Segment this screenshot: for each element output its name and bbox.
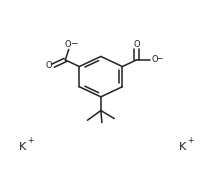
Text: O: O bbox=[151, 55, 158, 64]
Text: O: O bbox=[46, 61, 53, 70]
Text: K: K bbox=[179, 142, 186, 152]
Text: O: O bbox=[65, 40, 71, 49]
Text: O: O bbox=[133, 40, 140, 49]
Text: K: K bbox=[19, 142, 26, 152]
Text: −: − bbox=[155, 53, 163, 62]
Text: +: + bbox=[27, 136, 33, 145]
Text: −: − bbox=[70, 38, 77, 47]
Text: +: + bbox=[187, 136, 193, 145]
